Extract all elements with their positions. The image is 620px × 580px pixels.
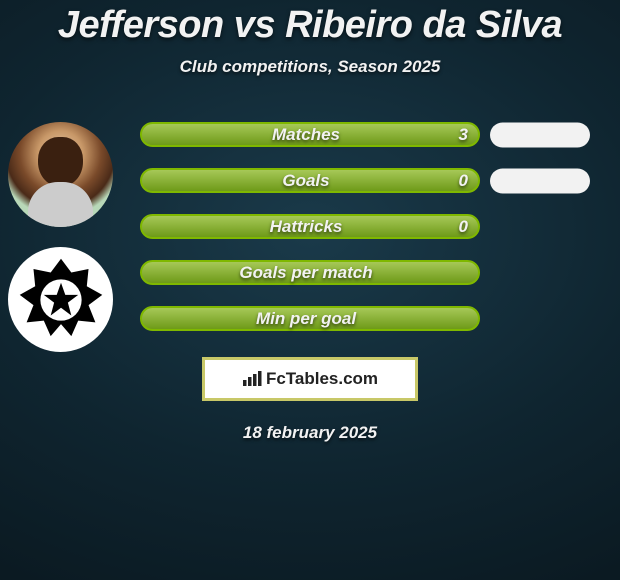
stat-pill-right: [490, 122, 590, 147]
bar-chart-icon: [242, 371, 262, 387]
stat-value-left: 0: [459, 217, 468, 237]
subtitle: Club competitions, Season 2025: [180, 57, 441, 77]
content-wrapper: Jefferson vs Ribeiro da Silva Club compe…: [0, 0, 620, 580]
stat-bar: Hattricks 0: [140, 214, 480, 239]
date-label: 18 february 2025: [243, 423, 377, 443]
brand-badge[interactable]: FcTables.com: [202, 357, 418, 401]
stat-label: Matches: [272, 125, 340, 145]
stat-row: Matches 3: [0, 122, 620, 147]
brand-text: FcTables.com: [266, 369, 378, 389]
stat-label: Hattricks: [270, 217, 343, 237]
stat-value-left: 3: [459, 125, 468, 145]
stat-value-left: 0: [459, 171, 468, 191]
stat-row: Min per goal: [0, 306, 620, 331]
stat-bar: Matches 3: [140, 122, 480, 147]
stat-row: Goals 0: [0, 168, 620, 193]
stats-list: Matches 3 Goals 0 Hattricks 0 Goals per match M…: [0, 122, 620, 331]
stat-row: Hattricks 0: [0, 214, 620, 239]
stat-label: Goals per match: [239, 263, 372, 283]
stat-row: Goals per match: [0, 260, 620, 285]
stat-bar: Goals 0: [140, 168, 480, 193]
stat-pill-right: [490, 168, 590, 193]
page-title: Jefferson vs Ribeiro da Silva: [58, 4, 562, 47]
stat-label: Goals: [282, 171, 329, 191]
stat-label: Min per goal: [256, 309, 356, 329]
stat-bar: Min per goal: [140, 306, 480, 331]
stat-bar: Goals per match: [140, 260, 480, 285]
